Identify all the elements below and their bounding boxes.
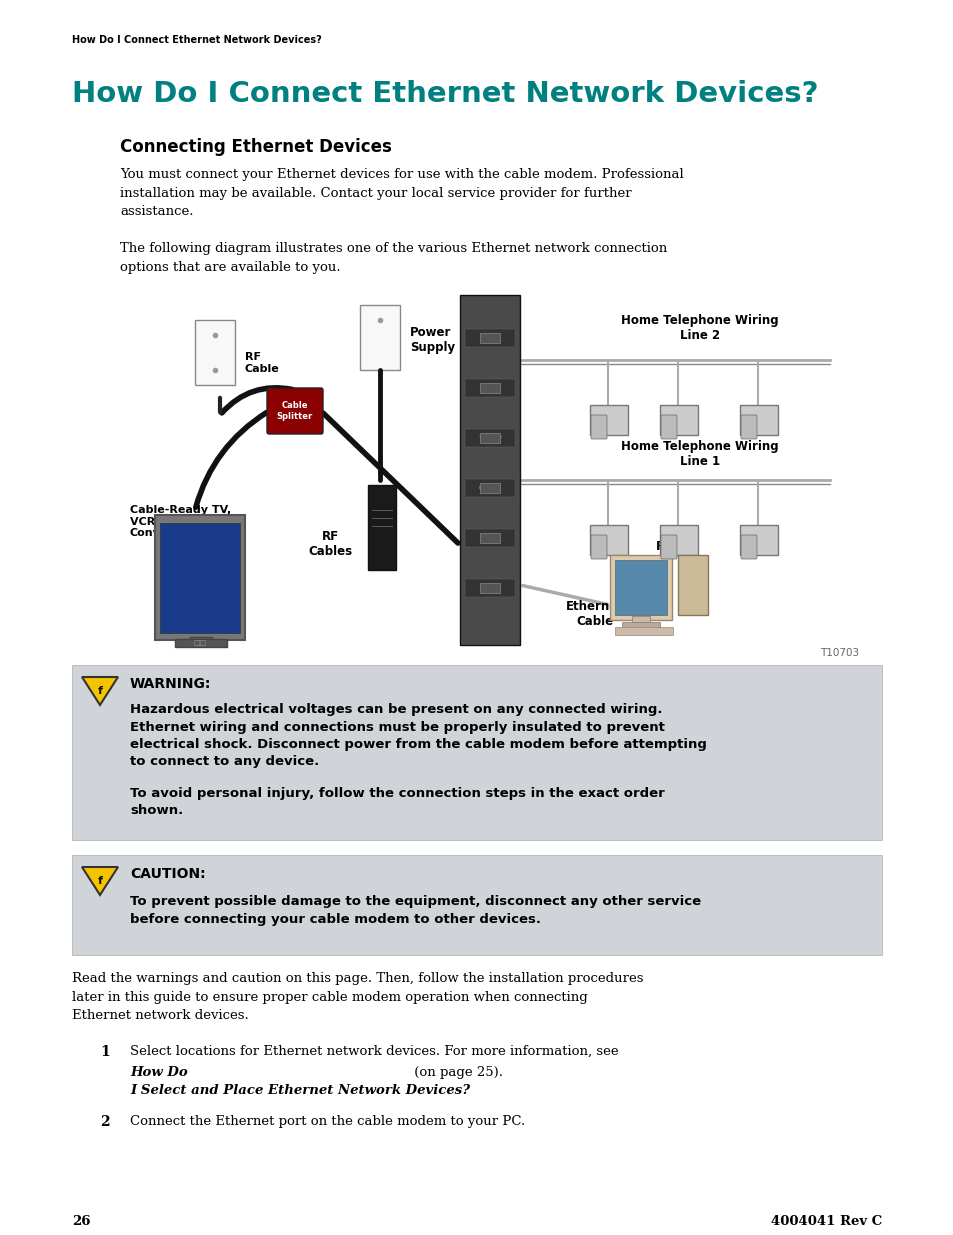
Bar [464, 579, 515, 597]
Bar [659, 525, 698, 555]
FancyBboxPatch shape [267, 388, 323, 433]
Bar [459, 295, 519, 645]
Text: Select locations for Ethernet network devices. For more information, see: Select locations for Ethernet network de… [130, 1045, 622, 1058]
Text: Connecting Ethernet Devices: Connecting Ethernet Devices [120, 138, 392, 156]
Text: Read the warnings and caution on this page. Then, follow the installation proced: Read the warnings and caution on this pa… [71, 972, 643, 1023]
Bar [740, 405, 778, 435]
Text: RF
Cables: RF Cables [308, 530, 352, 558]
Text: PC: PC [655, 540, 674, 553]
Text: (on page 25).: (on page 25). [410, 1066, 502, 1079]
Text: □□: □□ [193, 640, 207, 646]
FancyBboxPatch shape [660, 415, 677, 438]
Bar [678, 555, 707, 615]
Bar [479, 534, 499, 543]
Text: CABLE: CABLE [483, 585, 497, 590]
Text: f: f [97, 876, 102, 885]
Bar [589, 405, 627, 435]
Bar [464, 529, 515, 547]
Bar [464, 479, 515, 496]
Text: You must connect your Ethernet devices for use with the cable modem. Professiona: You must connect your Ethernet devices f… [120, 168, 683, 219]
Text: The following diagram illustrates one of the various Ethernet network connection: The following diagram illustrates one of… [120, 242, 666, 273]
Text: How Do I Connect Ethernet Network Devices?: How Do I Connect Ethernet Network Device… [71, 80, 818, 107]
Text: WARNING:: WARNING: [130, 677, 212, 692]
FancyBboxPatch shape [740, 415, 757, 438]
Bar [190, 637, 212, 642]
Bar [589, 525, 627, 555]
Bar [160, 522, 240, 634]
Bar [479, 483, 499, 493]
Bar [464, 329, 515, 347]
Text: f: f [97, 685, 102, 697]
Bar [659, 405, 698, 435]
Text: Cable
Splitter: Cable Splitter [276, 401, 313, 421]
Text: Ethernet
Cable: Ethernet Cable [565, 600, 623, 629]
Text: To avoid personal injury, follow the connection steps in the exact order
shown.: To avoid personal injury, follow the con… [130, 787, 664, 818]
Text: TELEPHONY: TELEPHONY [477, 436, 501, 440]
Text: Home Telephone Wiring
Line 1: Home Telephone Wiring Line 1 [620, 440, 778, 468]
FancyBboxPatch shape [660, 535, 677, 559]
Polygon shape [82, 867, 118, 895]
Text: 26: 26 [71, 1215, 91, 1228]
Bar [621, 622, 659, 630]
Text: USB: USB [485, 536, 494, 540]
Text: Connect the Ethernet port on the cable modem to your PC.: Connect the Ethernet port on the cable m… [130, 1115, 525, 1128]
Bar [368, 485, 395, 571]
Text: Power
Supply: Power Supply [410, 326, 455, 354]
Text: To prevent possible damage to the equipment, disconnect any other service
before: To prevent possible damage to the equipm… [130, 895, 700, 925]
Text: PHONE2: PHONE2 [481, 387, 498, 390]
Bar [154, 515, 245, 640]
Bar [464, 429, 515, 447]
FancyBboxPatch shape [71, 855, 882, 955]
Text: Cable-Ready TV,
VCR, or Set-Top
Converter: Cable-Ready TV, VCR, or Set-Top Converte… [130, 505, 231, 538]
Bar [740, 525, 778, 555]
Text: CAUTION:: CAUTION: [130, 867, 206, 881]
Text: Home Telephone Wiring
Line 2: Home Telephone Wiring Line 2 [620, 314, 778, 342]
Text: 2: 2 [100, 1115, 110, 1129]
Text: 1: 1 [100, 1045, 110, 1058]
Bar [615, 627, 672, 635]
Bar [479, 583, 499, 593]
Bar [174, 638, 227, 647]
FancyBboxPatch shape [71, 664, 882, 840]
FancyBboxPatch shape [590, 535, 606, 559]
Text: Hazardous electrical voltages can be present on any connected wiring.
Ethernet w: Hazardous electrical voltages can be pre… [130, 703, 706, 768]
Bar [609, 555, 671, 620]
Bar [479, 383, 499, 393]
Bar [464, 379, 515, 396]
Text: 4004041 Rev C: 4004041 Rev C [770, 1215, 882, 1228]
FancyBboxPatch shape [740, 535, 757, 559]
Text: ETHERNET: ETHERNET [478, 487, 500, 490]
Bar [631, 616, 649, 624]
Text: PHONE1: PHONE1 [481, 336, 497, 340]
FancyBboxPatch shape [590, 415, 606, 438]
Bar [194, 320, 234, 385]
Bar [359, 305, 399, 370]
Text: How Do I Connect Ethernet Network Devices?: How Do I Connect Ethernet Network Device… [71, 35, 321, 44]
Bar [479, 433, 499, 443]
Text: Power
Supply: Power Supply [371, 520, 393, 530]
Bar [479, 333, 499, 343]
Polygon shape [82, 677, 118, 705]
Text: RF
Cable: RF Cable [245, 352, 279, 374]
Bar [615, 559, 666, 615]
Text: T10703: T10703 [820, 648, 859, 658]
Text: How Do
I Select and Place Ethernet Network Devices?: How Do I Select and Place Ethernet Netwo… [130, 1066, 470, 1098]
